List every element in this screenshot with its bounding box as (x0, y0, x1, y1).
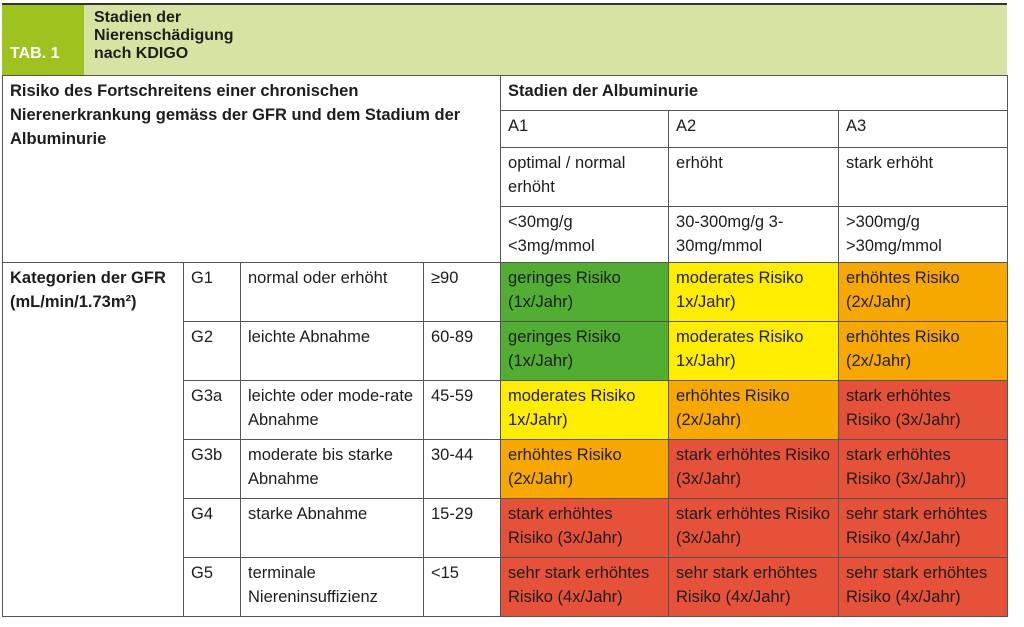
gfr-description: leichte oder mode-rate Abnahme (240, 380, 424, 440)
gfr-range: <15 (422, 557, 502, 617)
risk-cell: stark erhöhtes Risiko (3x/Jahr) (668, 439, 840, 499)
risk-cell: stark erhöhtes Risiko (3x/Jahr) (668, 498, 840, 558)
title-band: TAB. 1 Stadien der Nierenschädigung nach… (2, 3, 1007, 75)
gfr-code: G5 (183, 557, 241, 617)
risk-cell: erhöhtes Risiko (2x/Jahr) (668, 380, 840, 440)
risk-cell: stark erhöhtes Risiko (3x/Jahr) (838, 380, 1009, 440)
gfr-row: G4 starke Abnahme 15-29 stark erhöhtes Risi… (3, 498, 1009, 558)
risk-cell: sehr stark erhöhtes Risiko (4x/Jahr) (500, 557, 670, 617)
gfr-description: moderate bis starke Abnahme (240, 439, 424, 499)
gfr-code: G3a (183, 380, 241, 440)
stage-range: <30mg/g <3mg/mmol (500, 206, 670, 263)
gfr-range: 45-59 (422, 380, 502, 440)
gfr-row: Kategorien der GFR (mL/min/1.73m²) G1 norm… (2, 262, 1009, 617)
gfr-code: G2 (183, 321, 241, 381)
risk-cell: stark erhöhtes Risiko (3x/Jahr) (500, 498, 670, 558)
risk-cell: moderates Risiko 1x/Jahr) (668, 262, 840, 322)
stage-code: A1 (500, 110, 670, 148)
kdigo-table-figure: TAB. 1 Stadien der Nierenschädigung nach… (1, 3, 1009, 617)
gfr-description: normal oder erhöht (240, 262, 424, 322)
gfr-code: G3b (183, 439, 241, 499)
risk-cell: erhöhtes Risiko (2x/Jahr) (500, 439, 670, 499)
stage-label: erhöht (668, 147, 840, 207)
gfr-description: leichte Abnahme (240, 321, 424, 381)
risk-cell: moderates Risiko 1x/Jahr) (668, 321, 840, 381)
risk-cell: sehr stark erhöhtes Risiko (4x/Jahr) (838, 498, 1009, 558)
stage-range: >300mg/g >30mg/mmol (838, 206, 1009, 263)
gfr-description: starke Abnahme (240, 498, 424, 558)
stage-label: optimal / normal erhöht (500, 147, 670, 207)
table-number: TAB. 1 (2, 5, 84, 75)
gfr-range: 15-29 (422, 498, 502, 558)
albuminuria-title: Stadien der Albuminurie (500, 75, 1009, 111)
gfr-range: 60-89 (422, 321, 502, 381)
gfr-row: G5 terminale Niereninsuffizienz <15 sehr st… (3, 557, 1009, 617)
risk-cell: sehr stark erhöhtes Risiko (4x/Jahr) (668, 557, 840, 617)
gfr-range: 30-44 (422, 439, 502, 499)
stage-code: A3 (838, 110, 1009, 148)
kdigo-table: Risiko des Fortschreitens einer chronisc… (1, 75, 1009, 617)
risk-cell: stark erhöhtes Risiko (3x/Jahr)) (838, 439, 1009, 499)
risk-cell: sehr stark erhöhtes Risiko (4x/Jahr) (838, 557, 1009, 617)
gfr-category-label: Kategorien der GFR (mL/min/1.73m²) (2, 262, 184, 617)
corner-description: Risiko des Fortschreitens einer chronisc… (1, 75, 502, 263)
gfr-range: ≥90 (422, 262, 502, 322)
risk-cell: moderates Risiko 1x/Jahr) (500, 380, 670, 440)
gfr-row: G3b moderate bis starke Abnahme 30-44 erhöh… (3, 439, 1009, 499)
gfr-row: G3a leichte oder mode-rate Abnahme 45-59 mo… (3, 380, 1009, 440)
risk-cell: erhöhtes Risiko (2x/Jahr) (838, 321, 1009, 381)
gfr-row: G2 leichte Abnahme 60-89 geringes Risiko (1… (3, 321, 1009, 381)
risk-cell: erhöhtes Risiko (2x/Jahr) (838, 262, 1009, 322)
gfr-code: G4 (183, 498, 241, 558)
risk-cell: geringes Risiko (1x/Jahr) (500, 262, 670, 322)
risk-cell: geringes Risiko (1x/Jahr) (500, 321, 670, 381)
stage-range: 30-300mg/g 3-30mg/mmol (668, 206, 840, 263)
gfr-code: G1 (183, 262, 241, 322)
gfr-description: terminale Niereninsuffizienz (240, 557, 424, 617)
stage-label: stark erhöht (838, 147, 1009, 207)
stage-code: A2 (668, 110, 840, 148)
